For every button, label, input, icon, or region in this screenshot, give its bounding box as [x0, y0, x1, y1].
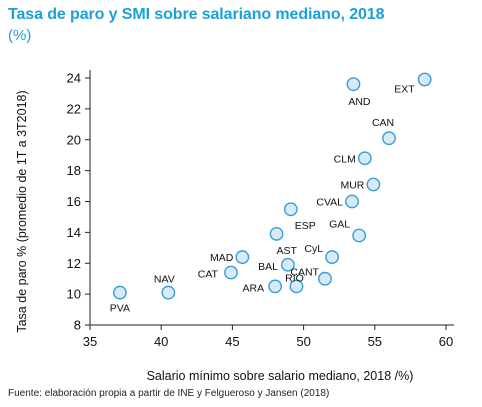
- point-ext: [417, 72, 432, 87]
- x-tick-label: 40: [154, 334, 168, 349]
- point-can: [382, 131, 396, 146]
- x-axis-title: Salario mínimo sobre salario mediano, 20…: [147, 369, 414, 383]
- point-and: [346, 77, 361, 92]
- point-label-nav: NAV: [154, 274, 175, 286]
- point-label-clm: CLM: [334, 153, 356, 165]
- point-clm: [357, 151, 372, 166]
- point-mur: [366, 177, 381, 192]
- point-cat: [224, 265, 238, 280]
- x-tick-label: 50: [296, 334, 310, 349]
- point-label-ext: EXT: [394, 84, 415, 96]
- y-tick-label: 16: [67, 194, 81, 209]
- point-label-cyl: CyL: [304, 243, 323, 255]
- y-tick-label: 20: [67, 132, 81, 147]
- point-label-mur: MUR: [340, 180, 364, 192]
- point-gal: [352, 228, 367, 243]
- point-esp: [283, 202, 298, 217]
- y-tick-label: 14: [67, 225, 81, 240]
- point-ast: [269, 227, 284, 241]
- point-ara: [268, 279, 283, 294]
- point-mad: [235, 250, 250, 264]
- point-cval: [345, 194, 359, 209]
- point-label-cat: CAT: [198, 269, 219, 281]
- chart-subtitle: (%): [8, 27, 32, 44]
- point-nav: [161, 285, 176, 300]
- point-label-can: CAN: [372, 117, 394, 129]
- point-rio: [289, 279, 304, 294]
- point-label-ast: AST: [277, 245, 298, 257]
- y-axis-title: Tasa de paro % (promedio de 1T a 3T2018): [15, 90, 29, 332]
- point-label-and: AND: [348, 96, 371, 108]
- point-label-cval: CVAL: [316, 197, 343, 209]
- point-label-rio: RIO: [285, 272, 304, 284]
- point-label-ara: ARA: [243, 282, 265, 294]
- point-label-cant: CANT: [290, 267, 319, 279]
- point-cant: [318, 271, 332, 286]
- y-tick-label: 10: [67, 287, 81, 302]
- point-bal: [281, 257, 295, 272]
- y-tick-label: 22: [67, 101, 81, 116]
- x-tick-label: 35: [83, 334, 97, 349]
- y-tick-label: 24: [67, 71, 81, 86]
- x-tick-label: 55: [368, 334, 382, 349]
- point-cyl: [325, 250, 339, 264]
- chart-title: Tasa de paro y SMI sobre salariano media…: [8, 6, 385, 23]
- y-tick-label: 8: [74, 318, 81, 333]
- point-label-mad: MAD: [210, 252, 234, 264]
- y-tick-label: 12: [67, 256, 81, 271]
- point-label-esp: ESP: [295, 220, 316, 232]
- point-pva: [113, 285, 127, 300]
- x-tick-label: 45: [225, 334, 239, 349]
- source-note: Fuente: elaboración propia a partir de I…: [8, 388, 330, 399]
- point-label-pva: PVA: [110, 303, 130, 315]
- x-tick-label: 60: [439, 334, 453, 349]
- point-label-gal: GAL: [329, 218, 350, 230]
- point-label-bal: BAL: [258, 261, 278, 273]
- y-tick-label: 18: [67, 163, 81, 178]
